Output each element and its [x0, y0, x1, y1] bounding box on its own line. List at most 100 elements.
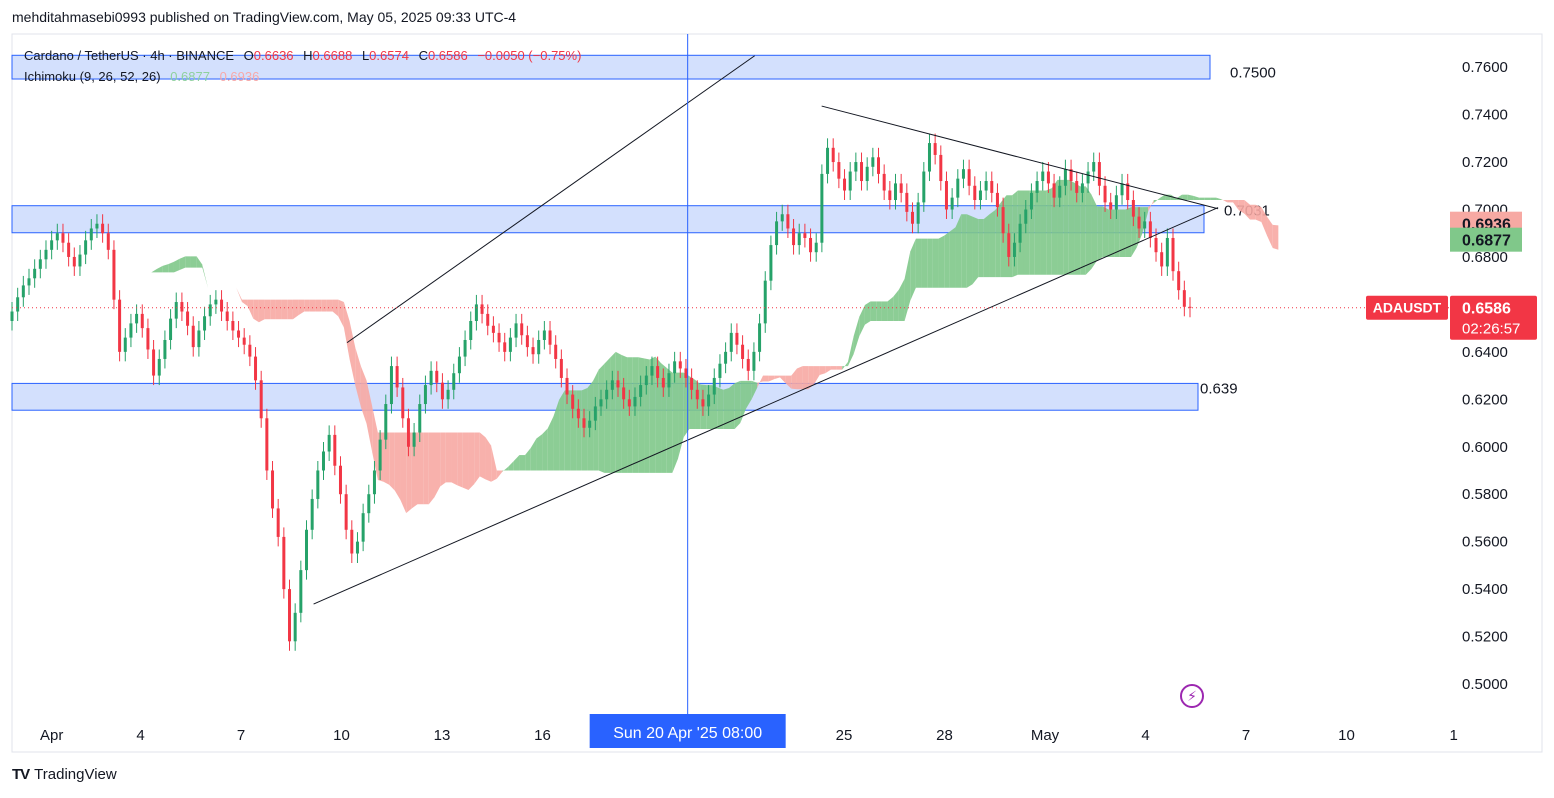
candle-body: [882, 173, 886, 191]
cloud-segment: [751, 380, 758, 400]
cloud-segment: [542, 428, 548, 471]
candle-body: [163, 339, 167, 359]
change-value: −0.0050 (−0.75%): [477, 48, 582, 63]
candle-body: [412, 432, 416, 447]
candle-body: [1024, 209, 1028, 224]
candles-layer: [10, 133, 1192, 651]
cloud-segment: [1012, 190, 1018, 278]
candle-body: [61, 233, 65, 243]
cloud-segment: [1125, 207, 1132, 257]
cloud-segment: [819, 366, 826, 375]
x-tick-label: 13: [434, 727, 451, 744]
candle-body: [152, 349, 156, 376]
cloud-segment: [1193, 195, 1200, 201]
cloud-segment: [627, 357, 633, 473]
candle-body: [84, 240, 88, 255]
candle-body: [548, 330, 552, 345]
candle-body: [1165, 237, 1169, 267]
cloud-segment: [491, 445, 497, 482]
x-tick-label: 28: [936, 727, 953, 744]
cloud-segment: [938, 235, 945, 288]
cloud-segment: [1199, 197, 1205, 201]
lightning-icon[interactable]: ⚡: [1180, 684, 1204, 708]
candle-body: [50, 240, 54, 250]
candle-body: [871, 157, 875, 167]
candle-body: [508, 337, 512, 352]
cloud-segment: [859, 304, 865, 337]
cloud-segment: [496, 470, 503, 479]
cloud-segment: [1221, 199, 1228, 203]
cloud-segment: [1131, 207, 1137, 257]
candle-body: [1080, 183, 1084, 193]
candle-body: [1137, 216, 1141, 229]
candle-body: [735, 332, 739, 345]
cloud-segment: [921, 238, 928, 288]
candle-body: [792, 228, 796, 246]
x-tick-label: 10: [1338, 727, 1355, 744]
cloud-segment: [774, 375, 780, 380]
cloud-segment: [1108, 209, 1115, 257]
candle-body: [265, 418, 269, 471]
candle-body: [1160, 252, 1164, 267]
candle-body: [826, 147, 830, 174]
candle-body: [237, 330, 241, 338]
cloud-segment: [1153, 198, 1160, 203]
symbol-legend-row: Cardano / TetherUS · 4h · BINANCE O0.663…: [24, 45, 581, 66]
cloud-segment: [326, 299, 333, 312]
candle-body: [389, 366, 393, 405]
candle-body: [395, 366, 399, 388]
candle-body: [531, 347, 535, 355]
candle-body: [1092, 162, 1096, 172]
candle-body: [588, 420, 592, 428]
cloud-segment: [989, 210, 996, 278]
cloud-segment: [864, 301, 871, 325]
cloud-segment: [332, 299, 339, 317]
candle-body: [38, 259, 42, 269]
cloud-segment: [275, 299, 282, 320]
cloud-segment: [695, 379, 701, 429]
candle-body: [690, 377, 694, 390]
candle-body: [888, 190, 892, 201]
candle-body: [559, 358, 563, 378]
cloud-segment: [949, 227, 956, 288]
cloud-segment: [1255, 204, 1262, 222]
low-value: 0.6574: [369, 48, 409, 63]
cloud-segment: [706, 385, 713, 429]
candle-body: [384, 404, 388, 440]
cloud-segment: [712, 385, 718, 429]
footer: TV TradingView: [12, 766, 117, 783]
cloud-segment: [559, 390, 565, 471]
y-axis[interactable]: 0.76000.74000.72000.70000.68000.66000.64…: [1462, 59, 1508, 693]
indicator-legend-row: Ichimoku (9, 26, 52, 26) 0.6877 0.6936: [24, 66, 581, 87]
candle-body: [729, 332, 733, 352]
cloud-segment: [808, 366, 814, 390]
cloud-segment: [672, 372, 679, 473]
cloud-segment: [100, 304, 107, 312]
candle-body: [21, 285, 25, 298]
cloud-segment: [508, 460, 514, 471]
candle-body: [1052, 183, 1056, 198]
y-tick-label: 0.5800: [1462, 486, 1508, 503]
cloud-segment: [434, 432, 441, 498]
cloud-segment: [451, 432, 458, 486]
x-tick-label: 4: [136, 727, 144, 744]
cloud-segment: [887, 296, 894, 322]
cloud-segment: [1063, 179, 1069, 275]
candle-body: [780, 214, 784, 222]
cloud-segment: [734, 380, 741, 429]
cloud-segment: [338, 299, 344, 328]
tradingview-logo-icon: TV: [12, 766, 30, 783]
candle-body: [803, 233, 807, 238]
cloud-segment: [1159, 194, 1166, 201]
indicator-name: Ichimoku (9, 26, 52, 26): [24, 69, 161, 84]
candle-body: [916, 202, 920, 224]
countdown-tag: 02:26:57: [1462, 321, 1520, 338]
cloud-segment: [961, 214, 967, 288]
candle-body: [599, 399, 603, 407]
cloud-segment: [1051, 179, 1058, 275]
cloud-segment: [1074, 182, 1081, 275]
x-axis[interactable]: Apr 4 7 10 13 16 25 28 May 4 7 10 1 Sun 20 Apr '25 08…: [40, 714, 1458, 748]
cloud-segment: [1097, 206, 1103, 261]
candle-body: [837, 162, 841, 179]
